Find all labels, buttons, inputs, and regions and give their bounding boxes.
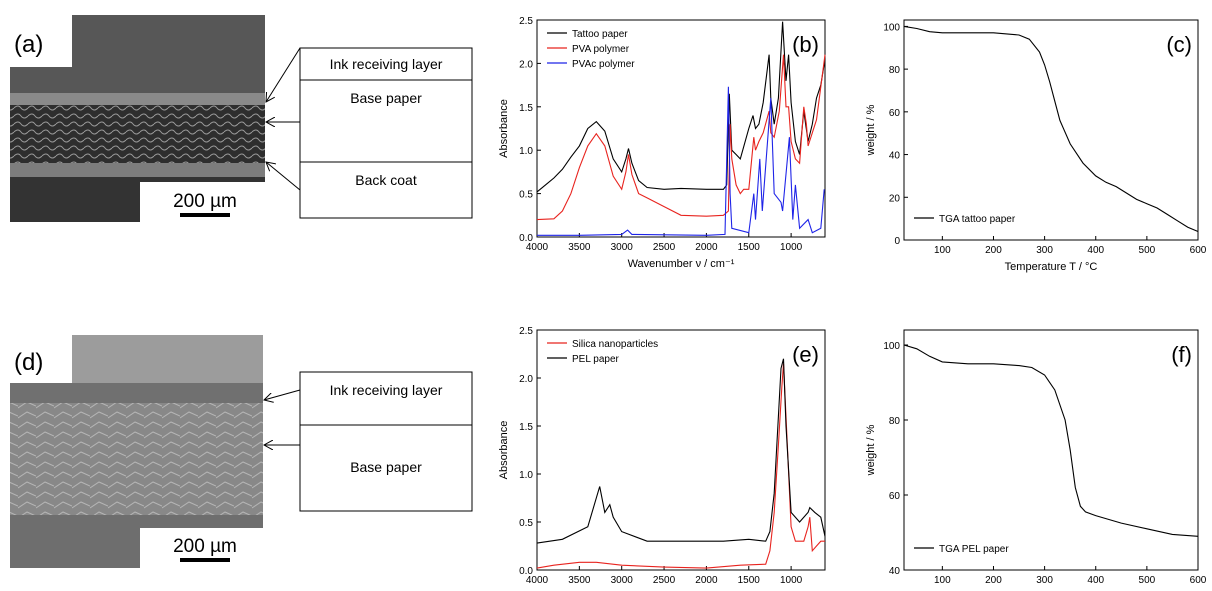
x-tick-label: 2000 (695, 242, 718, 253)
y-tick-label: 80 (889, 65, 901, 76)
x-tick-label: 4000 (526, 575, 549, 586)
x-tick-label: 400 (1087, 245, 1104, 256)
y-tick-label: 100 (883, 341, 900, 352)
y-tick-label: 80 (889, 416, 901, 427)
layer-label: Back coat (355, 172, 417, 188)
legend-label: PVA polymer (572, 44, 630, 55)
y-tick-label: 60 (889, 108, 901, 119)
x-tick-label: 1000 (780, 575, 803, 586)
series-line (536, 358, 826, 544)
panel-label: (c) (1166, 32, 1192, 57)
plot-frame (536, 329, 826, 571)
x-tick-label: 600 (1190, 575, 1207, 586)
x-tick-label: 1500 (738, 575, 761, 586)
y-tick-label: 2.5 (519, 16, 533, 27)
panel-label: (e) (792, 342, 819, 367)
x-tick-label: 200 (985, 575, 1002, 586)
scale-bar-label: 200 µm (173, 191, 237, 212)
y-tick-label: 2.0 (519, 374, 533, 385)
x-tick-label: 3500 (568, 575, 591, 586)
arrow (266, 47, 301, 102)
y-axis-label: Absorbance (498, 421, 510, 480)
layer-label: Base paper (350, 90, 422, 106)
x-tick-label: 100 (934, 575, 951, 586)
x-axis-label: Temperature T / °C (1005, 261, 1098, 273)
series-line (903, 344, 1199, 537)
series-line (536, 54, 826, 221)
y-axis-label: weight / % (865, 104, 877, 156)
y-tick-label: 20 (889, 193, 901, 204)
layer-box (299, 424, 473, 512)
x-tick-label: 1000 (780, 242, 803, 253)
x-tick-label: 500 (1139, 245, 1156, 256)
x-tick-label: 2500 (653, 575, 676, 586)
y-tick-label: 100 (883, 22, 900, 33)
plot-frame (903, 329, 1199, 571)
legend-label: PEL paper (572, 354, 620, 365)
panel-label: (a) (14, 31, 43, 58)
legend-label: TGA tattoo paper (939, 214, 1016, 225)
layer-box (299, 79, 473, 163)
legend-label: Silica nanoparticles (572, 339, 658, 350)
x-tick-label: 4000 (526, 242, 549, 253)
legend-label: Tattoo paper (572, 29, 628, 40)
y-tick-label: 0.0 (519, 566, 533, 577)
x-tick-label: 300 (1036, 575, 1053, 586)
y-tick-label: 0.5 (519, 518, 533, 529)
plot-frame (903, 19, 1199, 241)
scale-bar-label: 200 µm (173, 536, 237, 557)
x-tick-label: 1500 (738, 242, 761, 253)
series-line (536, 21, 826, 193)
y-tick-label: 2.0 (519, 59, 533, 70)
plot-frame (536, 19, 826, 238)
y-tick-label: 60 (889, 491, 901, 502)
sem-image-a (10, 15, 265, 222)
x-axis-label: Wavenumber ν / cm⁻¹ (628, 258, 735, 270)
panel-label: (d) (14, 349, 43, 376)
panel-label: (b) (792, 32, 819, 57)
x-tick-label: 2500 (653, 242, 676, 253)
y-tick-label: 0.0 (519, 233, 533, 244)
layer-label: Ink receiving layer (330, 382, 443, 398)
y-tick-label: 40 (889, 151, 901, 162)
x-tick-label: 100 (934, 245, 951, 256)
y-tick-label: 1.0 (519, 470, 533, 481)
y-tick-label: 1.5 (519, 422, 533, 433)
arrow (264, 389, 301, 400)
series-line (536, 363, 825, 569)
series-line (537, 86, 825, 236)
arrow (266, 162, 301, 191)
x-tick-label: 200 (985, 245, 1002, 256)
y-tick-label: 0.5 (519, 190, 533, 201)
x-tick-label: 3000 (611, 575, 634, 586)
x-tick-label: 2000 (695, 575, 718, 586)
sem-image-d (10, 335, 263, 568)
x-tick-label: 600 (1190, 245, 1207, 256)
y-tick-label: 1.5 (519, 103, 533, 114)
y-tick-label: 1.0 (519, 146, 533, 157)
y-axis-label: weight / % (865, 424, 877, 476)
layer-label: Ink receiving layer (330, 56, 443, 72)
x-tick-label: 3000 (611, 242, 634, 253)
series-line (903, 25, 1199, 233)
layer-box (299, 371, 473, 426)
legend-label: PVAc polymer (572, 59, 635, 70)
y-axis-label: Absorbance (498, 99, 510, 158)
panel-label: (f) (1171, 342, 1192, 367)
legend-label: TGA PEL paper (939, 544, 1009, 555)
y-tick-label: 2.5 (519, 326, 533, 337)
y-tick-label: 0 (894, 236, 900, 247)
x-tick-label: 300 (1036, 245, 1053, 256)
y-tick-label: 40 (889, 566, 901, 577)
layer-label: Base paper (350, 459, 422, 475)
x-tick-label: 500 (1139, 575, 1156, 586)
x-tick-label: 3500 (568, 242, 591, 253)
layer-box (299, 161, 473, 219)
x-tick-label: 400 (1087, 575, 1104, 586)
